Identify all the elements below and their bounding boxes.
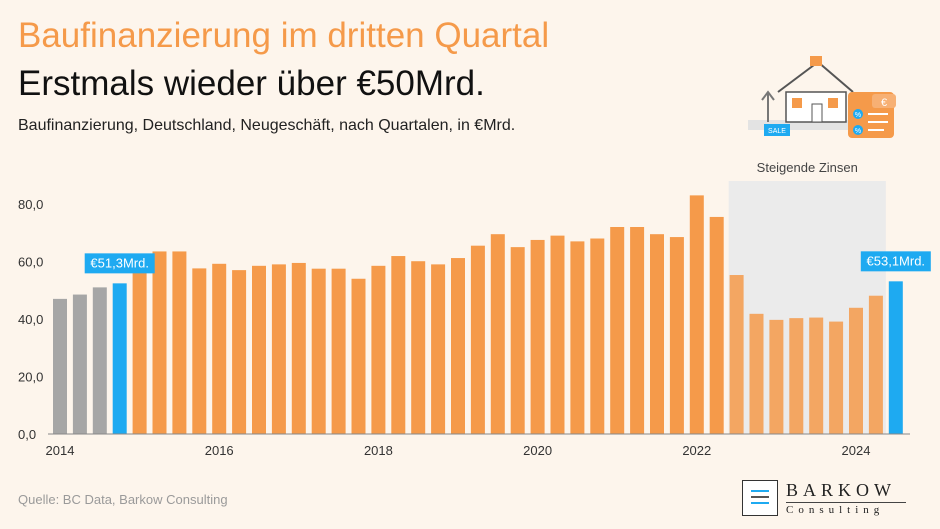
bar <box>570 241 585 434</box>
bar <box>610 227 625 434</box>
bar <box>331 268 346 434</box>
source-note: Quelle: BC Data, Barkow Consulting <box>18 492 228 507</box>
x-tick-label: 2024 <box>842 443 871 458</box>
x-tick-label: 2022 <box>682 443 711 458</box>
bar <box>490 234 505 434</box>
logo-name: BARKOW <box>786 480 896 500</box>
bar <box>92 287 107 434</box>
bar <box>530 239 545 434</box>
bar <box>510 247 525 434</box>
x-tick-label: 2014 <box>46 443 75 458</box>
bar <box>112 283 127 434</box>
bar <box>53 298 67 434</box>
chart-headline: Erstmals wieder über €50Mrd. <box>18 64 485 103</box>
bar <box>749 313 764 434</box>
chart-subtitle: Baufinanzierung, Deutschland, Neugeschäf… <box>18 117 516 134</box>
bar <box>271 264 286 434</box>
bar <box>431 264 446 434</box>
y-tick-label: 20,0 <box>18 370 43 385</box>
bar <box>470 245 485 434</box>
chart-title: Baufinanzierung im dritten Quartal <box>18 16 550 55</box>
bar <box>729 275 744 434</box>
y-tick-label: 80,0 <box>18 197 43 212</box>
bar <box>311 268 326 434</box>
bar <box>590 238 605 434</box>
bar <box>132 268 147 434</box>
bar <box>212 263 227 434</box>
x-tick-label: 2016 <box>205 443 234 458</box>
value-callout-label: €53,1Mrd. <box>867 253 926 268</box>
bar <box>809 317 824 434</box>
bar <box>232 270 247 434</box>
percent-badge-1: % <box>855 112 861 119</box>
value-callout-label: €51,3Mrd. <box>90 255 149 270</box>
logo-divider <box>786 502 906 503</box>
bar <box>172 251 187 434</box>
value-callout-box <box>860 251 931 272</box>
bar <box>411 261 426 434</box>
y-tick-label: 0,0 <box>18 427 36 442</box>
x-tick-label: 2018 <box>364 443 393 458</box>
bar <box>709 216 724 434</box>
bar <box>391 256 406 434</box>
bar <box>371 265 386 434</box>
bar <box>789 318 804 434</box>
bar <box>351 278 366 434</box>
percent-badge-2: % <box>855 128 861 135</box>
euro-tag-text: € <box>881 97 887 109</box>
logo-mark <box>742 480 778 516</box>
bar <box>451 258 465 434</box>
bar <box>689 195 704 434</box>
bar <box>152 251 167 434</box>
bar <box>630 227 645 434</box>
sale-sign-text: SALE <box>768 128 786 135</box>
value-callout-box <box>84 253 155 274</box>
bar <box>769 319 784 434</box>
bar <box>888 281 903 434</box>
y-tick-label: 40,0 <box>18 312 43 327</box>
bar <box>192 268 207 434</box>
shaded-region-label: Steigende Zinsen <box>757 160 858 175</box>
bar <box>650 234 664 434</box>
barkow-logo: BARKOW Consulting <box>742 480 912 520</box>
x-tick-label: 2020 <box>523 443 552 458</box>
bar <box>829 321 844 434</box>
y-tick-label: 60,0 <box>18 255 43 270</box>
bar <box>550 235 565 434</box>
bar <box>252 265 266 434</box>
bar <box>291 262 306 434</box>
bar <box>669 237 684 434</box>
house-finance-icon: SALE € % % <box>748 56 896 138</box>
bar <box>849 307 863 434</box>
bar <box>72 294 87 434</box>
logo-subtitle: Consulting <box>786 504 885 516</box>
bar <box>868 295 883 434</box>
